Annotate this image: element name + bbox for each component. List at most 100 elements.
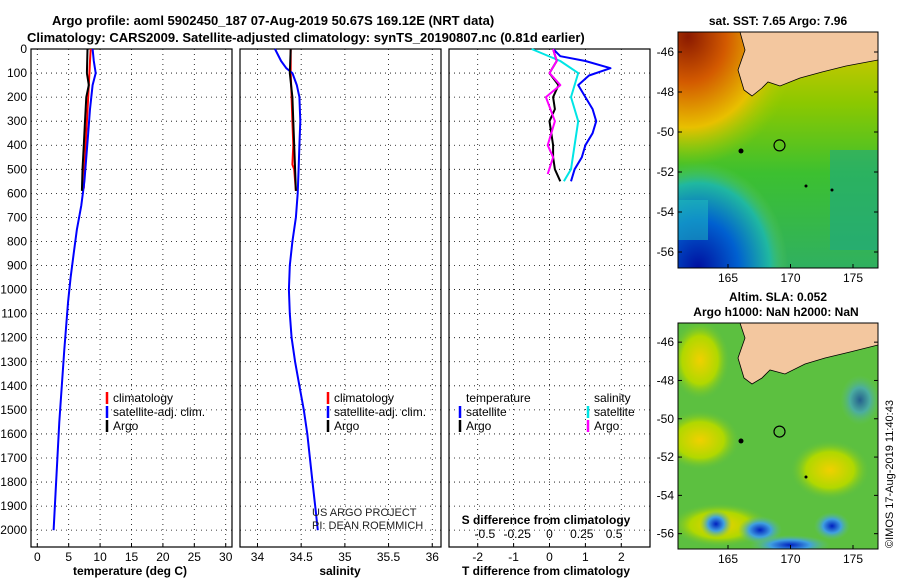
x-tick-label: 2 — [618, 550, 625, 564]
sla-low-anomaly — [700, 510, 732, 538]
island-marker — [804, 475, 808, 479]
sla-low-anomaly — [750, 535, 830, 549]
x-tick-label: 0 — [546, 550, 553, 564]
difference-legend: temperature satellite Argo salinity sate… — [458, 391, 635, 433]
difference-grid — [449, 48, 650, 547]
x-tick-label: 10 — [93, 550, 107, 564]
depth-tick-label: 700 — [7, 210, 27, 224]
depth-tick-labels: 0 100 200 300 400 500 600 700 800 900 1000 1100 1200… — [0, 42, 27, 537]
salinity-series — [274, 48, 319, 531]
depth-tick-label: 1600 — [0, 427, 27, 441]
imos-watermark: ©IMOS 17-Aug-2019 11:40:43 — [884, 400, 896, 548]
x-tick-label: -1 — [508, 550, 519, 564]
depth-tick-label: 100 — [7, 66, 27, 80]
sst-map: sat. SST: 7.65 Argo: 7.96 165 170 175 -46 -4… — [657, 14, 879, 285]
legend-satellite-label: satellite-adj. clim. — [113, 405, 205, 419]
sla-map-ticks: 165 170 175 -46 -48 -50 -52 -54 -56 — [657, 335, 878, 566]
series-line-argo — [288, 48, 297, 191]
sla-high-anomaly — [678, 410, 740, 470]
temperature-legend: climatology satellite-adj. clim. Argo — [105, 391, 205, 433]
depth-tick-label: 400 — [7, 138, 27, 152]
series-line-s-argo — [544, 48, 562, 175]
map-y-tick-label: -50 — [657, 412, 675, 426]
x2-tick-label: 0 — [546, 527, 553, 541]
sla-map-frame — [677, 322, 879, 550]
legend-climatology-label: climatology — [113, 391, 173, 405]
legend-argo-label: Argo — [334, 419, 360, 433]
temperature-axes-frame — [30, 48, 233, 548]
temperature-xlabel: temperature (deg C) — [73, 564, 187, 578]
depth-tick-label: 2000 — [0, 523, 27, 537]
map-x-tick-label: 175 — [843, 552, 863, 566]
sst-map-ticks: 165 170 175 -46 -48 -50 -52 -54 -56 — [657, 45, 878, 285]
difference-x2label: S difference from climatology — [462, 513, 631, 527]
salinity-xlabel: salinity — [319, 564, 361, 578]
island-marker — [738, 148, 744, 154]
x2-tick-label: 0.25 — [570, 527, 594, 541]
pi-credit: PI: DEAN ROEMMICH — [312, 520, 423, 532]
legend-argo-label: Argo — [113, 419, 139, 433]
map-y-tick-label: -46 — [657, 335, 675, 349]
temperature-x-ticks: 0 5 10 15 20 25 30 — [34, 543, 233, 564]
sla-map-title: Altim. SLA: 0.052 — [729, 290, 827, 304]
x-tick-label: 35 — [338, 550, 352, 564]
map-y-tick-label: -52 — [657, 450, 675, 464]
map-y-tick-label: -54 — [657, 488, 675, 502]
legend-salinity-title: salinity — [594, 391, 631, 405]
map-x-tick-label: 170 — [780, 271, 800, 285]
map-x-tick-label: 165 — [718, 552, 738, 566]
depth-tick-label: 1200 — [0, 331, 27, 345]
series-line-satellite-adj-clim- — [52, 48, 97, 531]
temperature-panel: 0 5 10 15 20 25 30 0 100 200 300 400 500 600 700 800 90… — [0, 42, 232, 578]
series-line-t-satellite — [552, 48, 612, 182]
island-marker — [738, 438, 744, 444]
sla-low-anomaly — [814, 512, 850, 540]
legend-s-argo-label: Argo — [594, 419, 620, 433]
series-line-satellite-adj-clim- — [274, 48, 319, 531]
map-y-tick-label: -56 — [657, 245, 675, 259]
depth-tick-label: 900 — [7, 259, 27, 273]
argo-position-marker — [773, 425, 786, 438]
legend-climatology-label: climatology — [334, 391, 394, 405]
map-y-tick-label: -50 — [657, 125, 675, 139]
map-y-tick-label: -52 — [657, 165, 675, 179]
map-y-tick-label: -48 — [657, 85, 675, 99]
sla-map-subtitle: Argo h1000: NaN h2000: NaN — [693, 305, 858, 319]
depth-tick-label: 800 — [7, 234, 27, 248]
series-line-argo — [80, 48, 90, 191]
x-tick-label: 25 — [188, 550, 202, 564]
map-y-tick-label: -48 — [657, 373, 675, 387]
x2-tick-label: -0.25 — [504, 527, 532, 541]
difference-series — [531, 48, 612, 182]
x-tick-label: 34 — [251, 550, 265, 564]
salinity-legend: climatology satellite-adj. clim. Argo — [326, 391, 426, 433]
map-x-tick-label: 175 — [843, 271, 863, 285]
depth-tick-label: 1400 — [0, 379, 27, 393]
temperature-grid — [31, 48, 232, 547]
depth-tick-label: 300 — [7, 114, 27, 128]
header-line-2: Climatology: CARS2009. Satellite-adjuste… — [27, 30, 585, 45]
legend-satellite-label: satellite-adj. clim. — [334, 405, 426, 419]
difference-panel: -2 -1 0 1 2 -0.5 -0.25 0 0.25 0.5 S difference f… — [448, 48, 651, 578]
salinity-axes-frame — [239, 48, 442, 548]
x-tick-label: 20 — [156, 550, 170, 564]
map-x-tick-label: 170 — [780, 552, 800, 566]
sst-east-patch — [830, 150, 878, 250]
x2-tick-label: -0.5 — [475, 527, 496, 541]
x-tick-label: 15 — [125, 550, 139, 564]
sst-map-title: sat. SST: 7.65 Argo: 7.96 — [709, 14, 848, 28]
depth-tick-label: 1300 — [0, 355, 27, 369]
x-tick-label: 30 — [219, 550, 233, 564]
island-marker — [804, 184, 808, 188]
sla-low-anomaly — [840, 375, 878, 425]
series-line-climatology — [82, 48, 92, 189]
depth-tick-label: 600 — [7, 186, 27, 200]
x-tick-label: 35.5 — [377, 550, 401, 564]
header-line-1: Argo profile: aoml 5902450_187 07-Aug-20… — [52, 13, 494, 28]
x-tick-label: 34.5 — [289, 550, 313, 564]
x-tick-label: 5 — [65, 550, 72, 564]
sst-field — [678, 32, 878, 268]
sst-west-patch — [678, 200, 708, 240]
sla-high-anomaly — [790, 440, 870, 500]
